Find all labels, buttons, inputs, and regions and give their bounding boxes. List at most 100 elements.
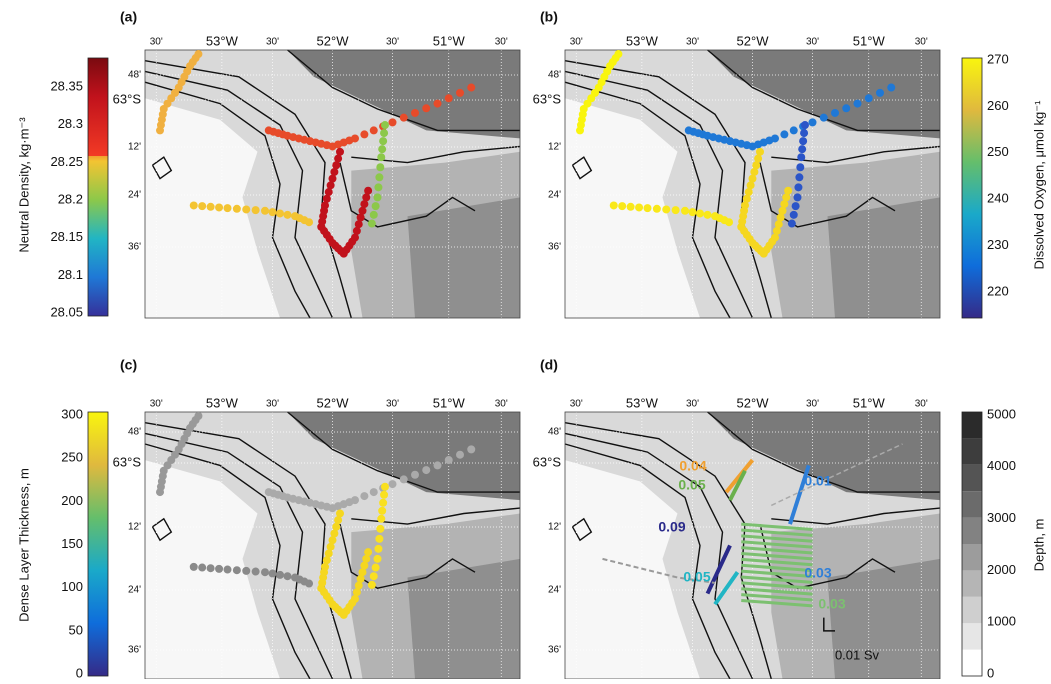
track-point <box>283 210 292 219</box>
track-point <box>794 183 803 192</box>
track-point <box>330 167 339 176</box>
longitude-tick-label: 30' <box>806 399 819 410</box>
scale-symbol <box>823 617 835 632</box>
colorbar-step <box>962 517 982 544</box>
track-point <box>376 524 385 533</box>
longitude-tick-label: 30' <box>495 399 508 410</box>
longitude-tick-label: 30' <box>266 37 279 48</box>
longitude-tick-label: 30' <box>266 399 279 410</box>
longitude-tick-label: 30' <box>150 399 163 410</box>
track-point <box>787 219 796 228</box>
track-point <box>853 99 862 108</box>
colorbar-tick-label: 250 <box>987 144 1009 159</box>
deep-shading <box>827 197 940 318</box>
panel-label: (c) <box>120 357 137 373</box>
longitude-tick-label: 52°W <box>317 33 350 48</box>
deep-shading <box>407 197 520 318</box>
transport-bar <box>741 522 813 531</box>
colorbar-tick-label: 28.1 <box>58 267 83 282</box>
colorbar-step <box>962 464 982 492</box>
track-point <box>609 201 618 210</box>
colorbar-title: Depth, m <box>1031 519 1046 572</box>
track-point <box>223 204 232 213</box>
annotation: 0.01 Sv <box>835 647 880 662</box>
track-point <box>456 88 464 97</box>
track-point <box>356 574 365 583</box>
track-point <box>324 549 333 558</box>
track-point <box>643 204 652 213</box>
colorbar-tick-label: 28.3 <box>58 116 83 131</box>
track-line <box>602 557 716 584</box>
latitude-tick-label: 63°S <box>533 454 562 469</box>
latitude-tick-label: 12' <box>128 142 141 153</box>
track-point <box>771 233 779 242</box>
track-point <box>399 113 408 122</box>
track-point <box>332 522 341 531</box>
longitude-tick-label: 53°W <box>626 33 659 48</box>
depth-contour <box>339 523 476 589</box>
transport-bar <box>713 571 740 606</box>
track-point <box>793 193 802 202</box>
colorbar-tick-label: 28.25 <box>50 154 83 169</box>
longitude-tick-label: 51°W <box>853 33 886 48</box>
track-point <box>795 173 804 182</box>
longitude-tick-label: 53°W <box>206 395 239 410</box>
track-point <box>356 213 365 222</box>
track-point <box>232 566 241 575</box>
transport-bar <box>741 599 813 608</box>
colorbar-frame <box>961 57 983 319</box>
depth-contour <box>707 49 940 132</box>
track-point <box>189 562 198 571</box>
annotation: 0.03 <box>818 596 845 612</box>
track-point <box>411 108 419 117</box>
depth-contour <box>564 70 754 319</box>
track-point <box>206 202 215 211</box>
longitude-tick-label: 30' <box>150 37 163 48</box>
track-point <box>800 129 809 138</box>
shelf-shading <box>565 460 700 679</box>
track-point <box>367 580 376 589</box>
track-point <box>206 564 215 573</box>
track-point <box>276 209 284 218</box>
track-point <box>467 445 476 454</box>
track-point <box>374 183 383 192</box>
track-point <box>194 412 203 421</box>
track-point <box>189 201 198 210</box>
longitude-tick-label: 30' <box>686 399 699 410</box>
track-point <box>305 579 314 588</box>
track-point <box>198 202 207 211</box>
map-panel <box>144 49 521 319</box>
track-point <box>688 208 697 217</box>
annotation: 0.05 <box>678 477 705 493</box>
depth-contour <box>144 60 352 319</box>
track-point <box>198 563 207 572</box>
track-point <box>362 554 371 563</box>
colorbar-tick-label: 5000 <box>987 406 1016 421</box>
latitude-tick-label: 24' <box>548 190 561 201</box>
longitude-tick-label: 30' <box>806 37 819 48</box>
track-point <box>364 186 373 195</box>
track-point <box>662 205 671 214</box>
colorbar-tick-label: 50 <box>69 622 83 637</box>
deep-shading <box>827 558 940 679</box>
depth-contour <box>564 81 731 319</box>
deep-shading <box>707 50 940 139</box>
colorbar-tick-label: 260 <box>987 98 1009 113</box>
transport-bar <box>741 546 813 555</box>
annotation: 0.04 <box>679 458 706 474</box>
track-point <box>433 99 442 108</box>
colorbar-step <box>962 570 982 597</box>
track-point <box>725 218 734 227</box>
longitude-tick-label: 30' <box>495 37 508 48</box>
map-panel <box>564 49 941 319</box>
longitude-tick-label: 30' <box>915 399 928 410</box>
track-point <box>379 498 388 507</box>
track-point <box>351 233 359 242</box>
track-point <box>358 206 367 215</box>
track-point <box>334 516 343 525</box>
colorbar-tick-label: 1000 <box>987 614 1016 629</box>
track-point <box>772 226 781 235</box>
track-point <box>618 202 627 211</box>
track-point <box>379 137 388 146</box>
track-point <box>358 568 367 577</box>
